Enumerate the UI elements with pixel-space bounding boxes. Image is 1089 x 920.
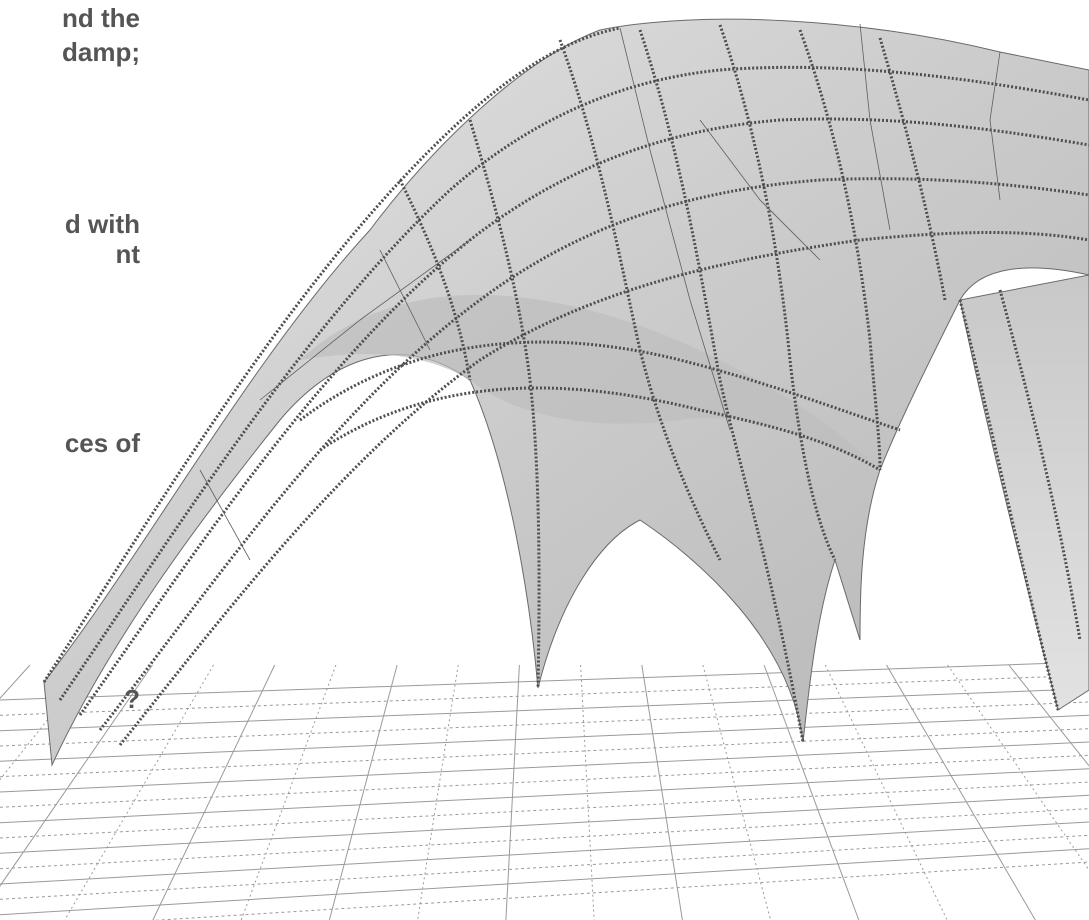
text-fragment-3: d with <box>64 209 140 239</box>
floor-grid-row <box>0 768 1089 824</box>
floor-grid-column <box>505 664 520 920</box>
floor-grid-column <box>328 664 398 920</box>
floor-grid-row <box>0 754 1089 808</box>
floor-grid-row <box>0 741 1089 793</box>
floor-grid-column <box>947 664 1089 871</box>
floor-grid <box>0 661 1089 920</box>
floor-grid-column <box>763 664 860 920</box>
floor-grid-row <box>0 794 1089 854</box>
floor-grid-row <box>0 661 1089 701</box>
floor-grid-row <box>0 808 1089 870</box>
floor-grid-row <box>0 821 1089 885</box>
floor-grid-column <box>1069 664 1089 687</box>
floor-grid-row <box>0 728 1089 778</box>
floor-grid-column <box>886 664 1036 920</box>
floor-grid-column <box>702 664 772 920</box>
floor-grid-row <box>0 714 1089 762</box>
text-fragment-5: ces of <box>64 428 140 458</box>
floor-grid-row <box>0 674 1089 716</box>
floor-grid-column <box>580 664 595 920</box>
shell-grid-lines <box>199 23 1001 561</box>
floor-grid-column <box>1008 664 1089 767</box>
floor-grid-column <box>0 664 153 887</box>
floor-grid-row <box>0 701 1089 747</box>
floor-grid-column <box>824 664 948 920</box>
text-fragment-6: ? <box>124 684 140 714</box>
text-fragment-4: nt <box>115 239 140 269</box>
floor-grid-column <box>417 664 459 920</box>
mesh-lines <box>42 24 1089 746</box>
floor-grid-column <box>240 664 337 920</box>
floor-grid-row <box>152 861 1089 920</box>
text-fragment-2: damp; <box>62 37 140 67</box>
floor-grid-row <box>0 848 1089 916</box>
cropped-text-column: nd the damp; d with nt ces of ? <box>0 0 140 920</box>
text-fragment-1: nd the <box>62 3 140 33</box>
floor-grid-row <box>0 834 1089 900</box>
shell-surface <box>43 18 1089 767</box>
floor-grid-column <box>152 664 276 920</box>
floor-grid-column <box>64 664 214 920</box>
floor-grid-row <box>0 688 1089 732</box>
floor-grid-column <box>641 664 683 920</box>
floor-grid-row <box>0 781 1089 839</box>
